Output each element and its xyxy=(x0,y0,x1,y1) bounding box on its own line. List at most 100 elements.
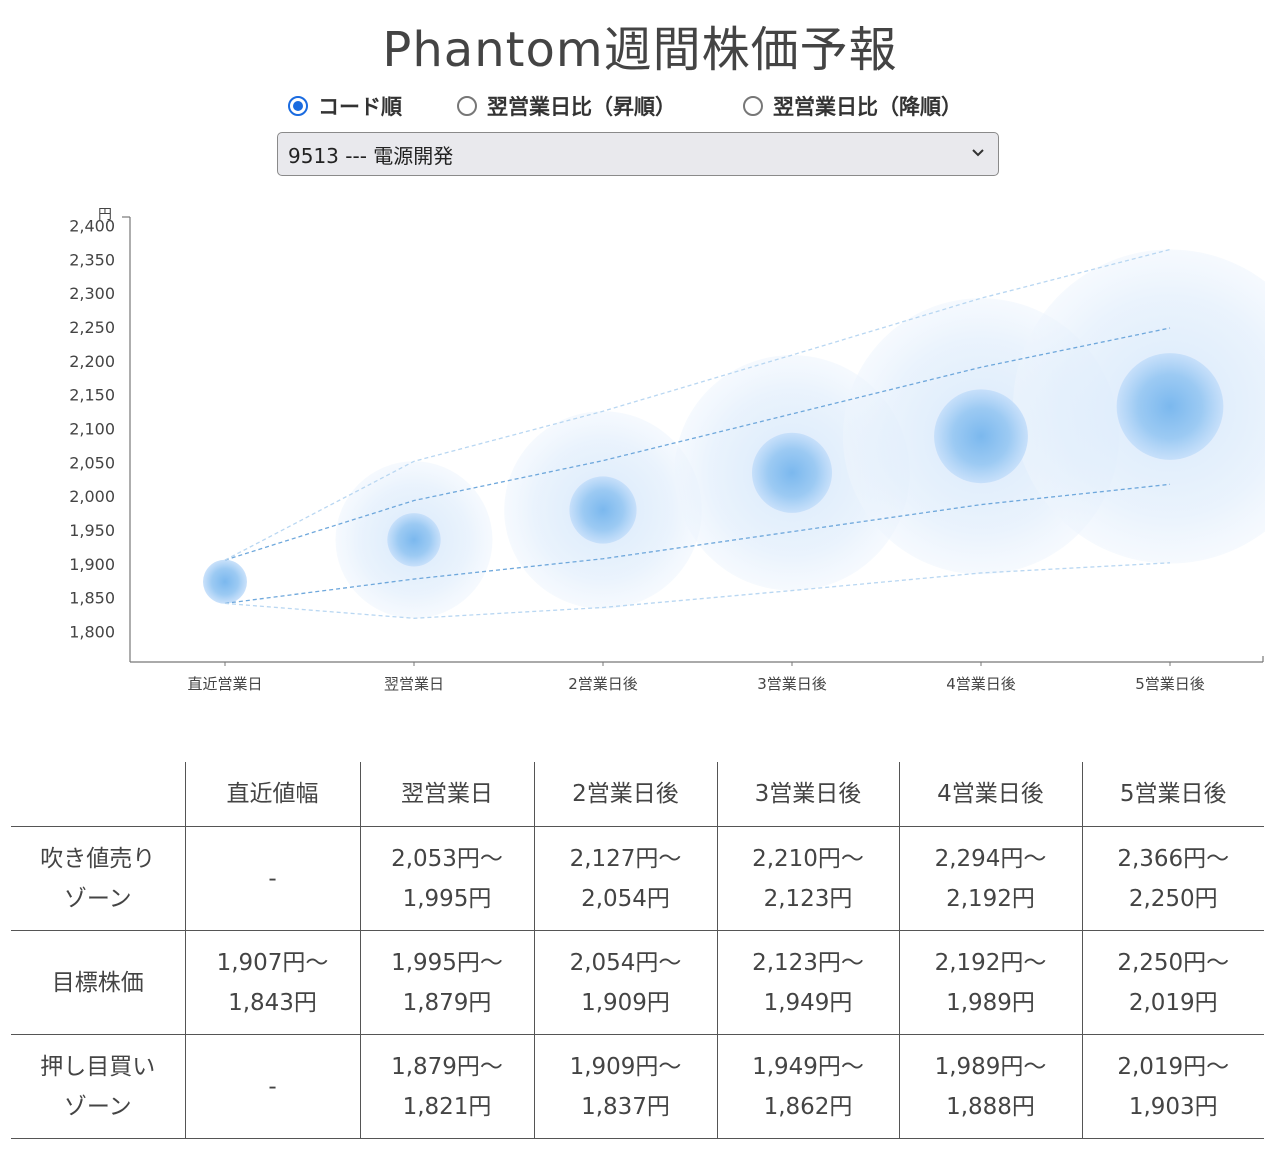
table-cell: 2,123円～ 1,949円 xyxy=(716,930,900,1035)
cell-line: 2,192円 xyxy=(946,885,1035,912)
row-label-cell: 押し目買い ゾーン xyxy=(11,1034,186,1139)
cell-line: 2,019円～ xyxy=(1117,1053,1230,1080)
table-cell: 1,909円～ 1,837円 xyxy=(533,1034,718,1139)
cell-line: 2,250円 xyxy=(1128,885,1218,912)
cell-line: 1,909円～ xyxy=(569,1053,682,1080)
cell-line: 吹き値売り xyxy=(40,845,156,872)
table-cell: 2,294円～ 2,192円 xyxy=(898,826,1083,931)
sort-options: コード順 翌営業日比（昇順） 翌営業日比（降順） xyxy=(0,90,1280,122)
y-tick-label: 2,400 xyxy=(69,217,115,236)
cell-line: 1,907円～ xyxy=(216,949,329,976)
x-tick-label: 4営業日後 xyxy=(946,675,1016,693)
y-axis-unit: 円 xyxy=(98,207,112,223)
y-tick-label: 2,000 xyxy=(69,487,115,506)
forecast-chart: 円 1,800 1,850 1,900 1,950 2,000 2,050 2,100 2,15… xyxy=(69,207,1265,693)
x-tick-label: 5営業日後 xyxy=(1135,675,1205,693)
y-tick-label: 2,300 xyxy=(69,284,115,303)
radio-unselected-icon[interactable] xyxy=(743,96,763,116)
cell-line: 1,949円～ xyxy=(752,1053,864,1080)
table-cell: 1,879円～ 1,821円 xyxy=(359,1034,535,1139)
cell-line: 1,837円 xyxy=(581,1093,670,1120)
table-cell: 2,054円～ 1,909円 xyxy=(533,930,718,1035)
table-header-row: 直近値幅 翌営業日 2営業日後 3営業日後 4営業日後 5営業日後 xyxy=(11,762,1264,827)
inner-lower-line xyxy=(224,483,1171,605)
cell-line: 2,294円～ xyxy=(934,845,1047,872)
cell-line: 1,903円 xyxy=(1128,1093,1218,1120)
table-cell: 1,995円～ 1,879円 xyxy=(359,930,535,1035)
y-tick-label: 1,850 xyxy=(69,589,115,608)
stock-select[interactable]: 9513 --- 電源開発 xyxy=(277,132,999,176)
radio-label: 翌営業日比（昇順） xyxy=(487,95,676,119)
radio-sort-code[interactable]: コード順 xyxy=(288,90,402,122)
cell-line: 2,210円～ xyxy=(752,845,864,872)
table-row: 押し目買いゾーン - 1,879円～ 1,821円 1,909円～ 1,837円 1,949… xyxy=(11,1034,1264,1139)
table-cell: 2,192円～ 1,989円 xyxy=(898,930,1083,1035)
radio-sort-next-day-desc[interactable]: 翌営業日比（降順） xyxy=(743,90,962,122)
cell-line: 1,888円 xyxy=(946,1093,1035,1120)
x-tick-label: 翌営業日 xyxy=(384,675,444,693)
y-tick-label: 2,100 xyxy=(69,420,115,439)
cell-line: 押し目買い xyxy=(40,1053,156,1080)
table-header-cell: 2営業日後 xyxy=(533,762,718,827)
cell-line: 2,053円～ xyxy=(391,845,503,872)
table-row: 目標株価 1,907円～ 1,843円 1,995円～ 1,879円 2,054円～ 1,9… xyxy=(11,930,1264,1035)
page-title: Phantom週間株価予報 xyxy=(382,22,898,78)
table-header-cell: 4営業日後 xyxy=(898,762,1083,827)
stock-select-value: 9513 --- 電源開発 xyxy=(288,143,454,168)
table-corner-cell xyxy=(11,762,186,827)
cell-line: 2,054円 xyxy=(581,885,670,912)
table-cell: 2,127円～ 2,054円 xyxy=(533,826,718,931)
cell-line: 目標株価 xyxy=(51,969,144,996)
row-label-cell: 目標株価 xyxy=(11,930,186,1035)
y-tick-label: 1,900 xyxy=(69,555,115,574)
table-cell: 2,019円～ 1,903円 xyxy=(1081,1034,1264,1139)
x-tick-label: 3営業日後 xyxy=(757,675,827,693)
y-tick-label: 2,050 xyxy=(69,453,115,472)
forecast-table: 直近値幅 翌営業日 2営業日後 3営業日後 4営業日後 5営業日後 吹き値売りゾーン - 2,… xyxy=(11,762,1264,1139)
y-tick-label: 2,350 xyxy=(69,250,115,269)
table-cell: 2,210円～ 2,123円 xyxy=(716,826,900,931)
y-tick-label: 2,150 xyxy=(69,386,115,405)
row-label-cell: 吹き値売り ゾーン xyxy=(11,826,186,931)
cell-line: 2,123円～ xyxy=(752,949,864,976)
forecast-point xyxy=(934,389,1028,484)
table-row: 吹き値売りゾーン - 2,053円～ 1,995円 2,127円～ 2,054円 2,210… xyxy=(11,826,1264,931)
radio-selected-icon[interactable] xyxy=(288,96,308,116)
y-tick-label: 1,950 xyxy=(69,521,115,540)
table-header-cell: 翌営業日 xyxy=(359,762,535,827)
cell-line: - xyxy=(268,865,277,892)
radio-label: コード順 xyxy=(318,95,402,119)
y-tick-label: 2,200 xyxy=(69,352,115,371)
table-cell: 2,366円～ 2,250円 xyxy=(1081,826,1264,931)
forecast-point xyxy=(1116,353,1224,460)
table-header-cell: 5営業日後 xyxy=(1081,762,1264,827)
cell-line: ゾーン xyxy=(63,885,132,912)
radio-label: 翌営業日比（降順） xyxy=(773,95,962,119)
cell-line: 1,989円 xyxy=(946,989,1035,1016)
table-cell: 2,053円～ 1,995円 xyxy=(359,826,535,931)
table-cell: 2,250円～ 2,019円 xyxy=(1081,930,1264,1035)
cell-line: 1,843円 xyxy=(228,989,317,1016)
radio-sort-next-day-asc[interactable]: 翌営業日比（昇順） xyxy=(457,90,676,122)
cell-line: 2,127円～ xyxy=(569,845,682,872)
table-cell: 1,949円～ 1,862円 xyxy=(716,1034,900,1139)
cell-line: 1,949円 xyxy=(763,989,853,1016)
cell-line: ゾーン xyxy=(63,1093,132,1120)
outer-lower-line xyxy=(224,562,1171,619)
cell-line: 1,821円 xyxy=(402,1093,492,1120)
cell-line: 1,909円 xyxy=(581,989,670,1016)
cell-line: 1,862円 xyxy=(763,1093,853,1120)
radio-unselected-icon[interactable] xyxy=(457,96,477,116)
forecast-point xyxy=(387,513,441,567)
table-cell: 1,907円～ 1,843円 xyxy=(184,930,361,1035)
cell-line: 1,995円～ xyxy=(391,949,503,976)
inner-upper-line xyxy=(224,327,1171,561)
chevron-down-icon xyxy=(972,149,984,157)
cell-line: 1,879円 xyxy=(402,989,492,1016)
cell-line: 2,250円～ xyxy=(1117,949,1230,976)
cell-line: - xyxy=(268,1073,277,1100)
table-cell: 1,989円～ 1,888円 xyxy=(898,1034,1083,1139)
table-cell: - xyxy=(184,1034,361,1139)
table-header-cell: 直近値幅 xyxy=(184,762,361,827)
cell-line: 2,366円～ xyxy=(1117,845,1230,872)
